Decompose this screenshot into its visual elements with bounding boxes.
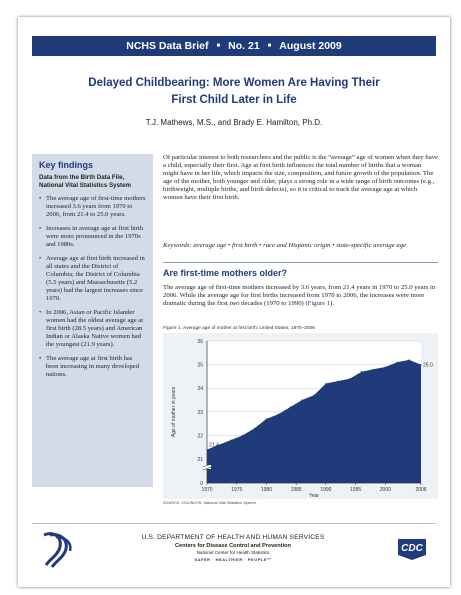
x-axis-title: Year — [309, 493, 319, 499]
section-body: The average age of first-time mothers in… — [163, 284, 438, 308]
key-finding-item: Average age at first birth increased in … — [39, 255, 146, 303]
y-tick-label: 25 — [197, 363, 203, 369]
data-point — [420, 364, 422, 366]
footer-department: U.S. DEPARTMENT OF HEALTH AND HUMAN SERV… — [141, 534, 325, 541]
document-page: NCHS Data Brief ■ No. 21 ■ August 2009 D… — [18, 17, 450, 587]
y-tick-label: 22 — [197, 433, 203, 439]
cdc-logo-text: CDC — [401, 543, 423, 554]
title-line-1: Delayed Childbearing: More Women Are Hav… — [88, 77, 380, 89]
section-body-end: ). — [330, 300, 335, 308]
x-tick-label: 2000 — [380, 487, 391, 493]
axis-break-mark — [202, 466, 212, 471]
intro-paragraph: Of particular interest to both researche… — [163, 154, 439, 202]
key-finding-item: In 2006, Asian or Pacific Islander women… — [39, 309, 146, 349]
banner-separator: ■ — [216, 43, 221, 49]
key-finding-item: Increases in average age at first birth … — [39, 225, 146, 249]
data-point — [396, 361, 398, 363]
keywords: Keywords: average age • first birth • ra… — [163, 242, 407, 249]
data-label-end: 25.0 — [423, 363, 433, 369]
data-point — [242, 434, 244, 436]
key-findings-heading: Key findings — [39, 160, 94, 170]
section-body-text: The average age of first-time mothers in… — [163, 284, 436, 308]
key-findings-source: Data from the Birth Data File, National … — [39, 174, 132, 189]
axis-break-gap — [203, 465, 211, 469]
y-tick-label: 21 — [197, 457, 203, 463]
data-point — [230, 439, 232, 441]
footer-text: U.S. DEPARTMENT OF HEALTH AND HUMAN SERV… — [88, 534, 378, 562]
key-findings-list: The average age of first-time mothers in… — [39, 195, 146, 379]
x-tick-label: 1995 — [350, 487, 361, 493]
age-first-birth-chart: 0 21 22 23 24 25 26 1970 1975 1980 1985 1990 1995 200… — [163, 333, 438, 499]
axis-break-mark — [202, 463, 212, 468]
key-finding-item: The average age of first-time mothers in… — [39, 195, 146, 219]
data-point — [277, 413, 279, 415]
data-point — [384, 366, 386, 368]
data-point — [349, 378, 351, 380]
figure-1-link[interactable]: Figure 1 — [307, 300, 331, 308]
banner-date: August 2009 — [279, 40, 342, 52]
data-point — [289, 406, 291, 408]
data-point — [325, 382, 327, 385]
figure-caption: Figure 1. Average age of mother at first… — [163, 326, 315, 331]
data-brief-banner: NCHS Data Brief ■ No. 21 ■ August 2009 — [32, 36, 436, 56]
y-tick-label: 24 — [197, 386, 203, 392]
data-point — [313, 394, 315, 396]
y-tick-label: 0 — [200, 481, 203, 487]
key-findings-box: Key findings Data from the Birth Data Fi… — [32, 154, 153, 487]
section-divider — [163, 262, 438, 263]
banner-separator: ■ — [267, 43, 272, 49]
authors: T.J. Mathews, M.S., and Brady E. Hamilto… — [145, 118, 323, 127]
x-tick-label: 2006 — [415, 487, 426, 493]
y-tick-label: 23 — [197, 410, 203, 416]
data-point — [301, 399, 303, 401]
footer-nchs: National Center for Health Statistics — [196, 550, 270, 555]
key-finding-item: The average age at first birth has been … — [39, 355, 146, 379]
figure-source: SOURCE: CDC/NCHS, National Vital Statist… — [163, 501, 257, 505]
x-tick-label: 1980 — [261, 487, 272, 493]
data-point — [253, 427, 256, 429]
banner-number: No. 21 — [228, 40, 260, 52]
data-point — [218, 444, 220, 446]
data-point — [408, 359, 410, 361]
data-area — [207, 359, 421, 483]
banner-series: NCHS Data Brief — [126, 40, 209, 52]
footer-divider — [32, 523, 436, 524]
y-axis-title: Age of mother in years — [171, 386, 177, 437]
y-tick-label: 26 — [197, 339, 203, 345]
data-label-start: 21.4 — [209, 443, 219, 449]
x-tick-label: 1985 — [291, 487, 302, 493]
footer-tagline: SAFER · HEALTHIER · PEOPLE™ — [194, 557, 272, 562]
section-heading: Are first-time mothers older? — [163, 268, 288, 278]
hhs-eagle-logo — [43, 532, 72, 568]
data-point — [337, 380, 339, 382]
data-point — [360, 371, 363, 373]
data-point — [265, 418, 268, 420]
title-line-2: First Child Later in Life — [171, 94, 297, 106]
cdc-logo: CDC — [398, 539, 426, 560]
footer-cdc: Centers for Disease Control and Preventi… — [175, 543, 291, 549]
x-tick-label: 1975 — [231, 487, 242, 493]
page-title: Delayed Childbearing: More Women Are Hav… — [18, 75, 450, 109]
x-tick-label: 1970 — [201, 487, 212, 493]
data-point — [372, 368, 375, 370]
x-tick-label: 1990 — [320, 487, 331, 493]
